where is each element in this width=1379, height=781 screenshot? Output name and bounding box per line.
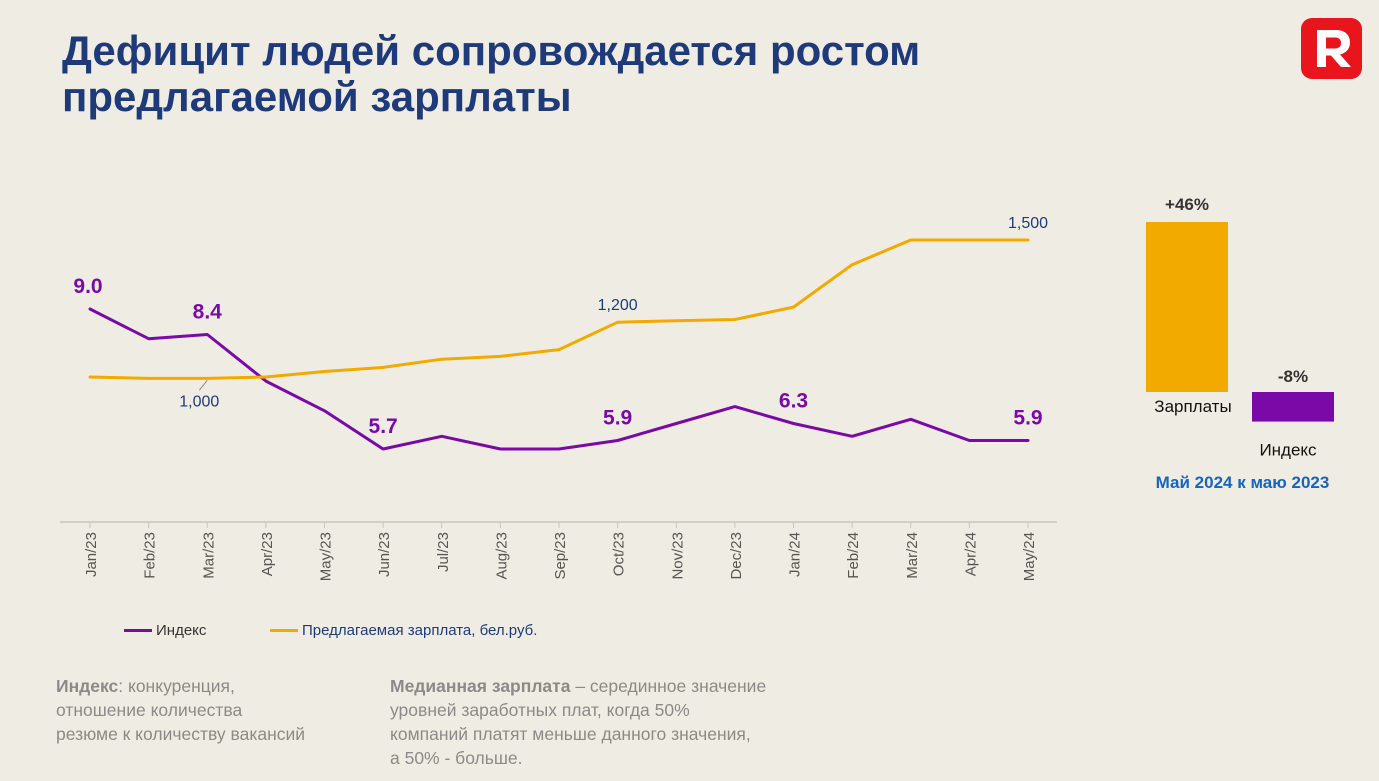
index-definition-note: Индекс: конкуренция, отношение количеств… [56, 674, 376, 746]
x-tick-label: Feb/23 [142, 532, 159, 579]
x-tick-label: May/23 [318, 532, 335, 581]
title-line-1: Дефицит людей сопровождается ростом [62, 27, 921, 74]
legend-swatch-index [124, 629, 152, 632]
index-data-label: 9.0 [73, 275, 102, 298]
salary-data-label: 1,000 [179, 393, 219, 410]
x-tick-label: Apr/24 [962, 532, 979, 576]
index-change-bar [1252, 392, 1334, 422]
x-tick-label: Jul/23 [435, 532, 452, 572]
index-data-label: 5.9 [1013, 407, 1042, 430]
x-tick-label: Aug/23 [493, 532, 510, 580]
median-line-3: компаний платят меньше данного значения, [390, 724, 751, 744]
yoy-bar-chart: +46% Зарплаты -8% Индекс [1146, 195, 1334, 460]
median-term: Медианная зарплата [390, 676, 571, 696]
median-definition-note: Медианная зарплата – серединное значение… [390, 674, 870, 770]
index-data-label: 5.9 [603, 407, 632, 430]
legend-item-index: Индекс [124, 622, 206, 639]
salary-growth-bar [1146, 222, 1228, 392]
median-text: – серединное значение [570, 676, 767, 696]
index-line-3: резюме к количеству вакансий [56, 724, 306, 744]
salary-series-line [88, 238, 1030, 380]
x-tick-label: Apr/23 [259, 532, 276, 576]
index-data-label: 8.4 [193, 300, 223, 323]
rabota-r-logo-icon [1301, 18, 1362, 79]
median-line-4: а 50% - больше. [390, 748, 523, 768]
index-series-line [88, 307, 1030, 451]
x-tick-label: Feb/24 [845, 532, 862, 579]
index-data-label: 5.7 [369, 415, 398, 438]
bar-value-label: -8% [1278, 367, 1308, 386]
x-tick-label: Jan/23 [83, 532, 100, 577]
index-text: : конкуренция, [118, 676, 235, 696]
legend-swatch-salary [270, 629, 298, 632]
x-tick-label: Nov/23 [669, 532, 686, 580]
x-tick-label: Sep/23 [552, 532, 569, 580]
index-term: Индекс [56, 676, 119, 696]
legend-label-index: Индекс [156, 622, 207, 639]
title-line-2: предлагаемой зарплаты [62, 73, 572, 120]
legend-item-salary: Предлагаемая зарплата, бел.руб. [270, 622, 537, 639]
bar-category-label: Индекс [1259, 441, 1317, 460]
x-tick-label: Mar/24 [904, 532, 921, 579]
yoy-chart-caption: Май 2024 к маю 2023 [1155, 473, 1330, 492]
x-tick-label: Oct/23 [611, 532, 628, 576]
index-data-label: 6.3 [779, 390, 808, 413]
x-tick-label: May/24 [1021, 532, 1038, 581]
x-tick-label: Dec/23 [728, 532, 745, 580]
page-title: Дефицит людей сопровождается ростом пред… [62, 28, 1212, 120]
salary-data-label: 1,200 [598, 297, 638, 314]
legend-label-salary: Предлагаемая зарплата, бел.руб. [302, 622, 538, 639]
index-line-2: отношение количества [56, 700, 243, 720]
salary-data-label: 1,500 [1008, 215, 1048, 232]
x-tick-label: Jun/23 [376, 532, 393, 577]
bar-category-label: Зарплаты [1154, 397, 1231, 416]
bar-value-label: +46% [1165, 195, 1209, 214]
x-tick-label: Mar/23 [200, 532, 217, 579]
median-line-2: уровней заработных плат, когда 50% [390, 700, 690, 720]
x-tick-label: Jan/24 [787, 532, 804, 577]
salary-label-leader-line [198, 380, 208, 391]
